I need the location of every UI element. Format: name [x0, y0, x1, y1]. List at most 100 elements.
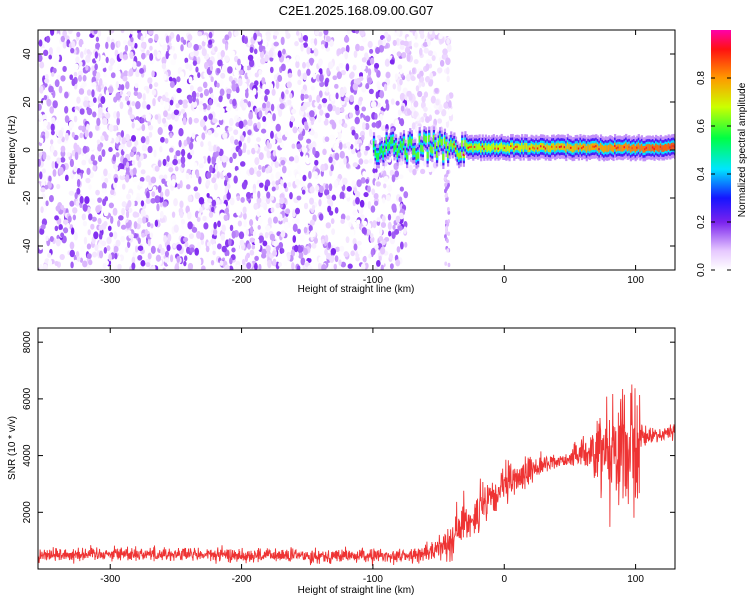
spectrogram-cell — [83, 100, 89, 108]
spectrogram-cell — [191, 226, 198, 233]
spectrogram-cell — [258, 263, 262, 270]
spectrogram-cell — [119, 101, 124, 110]
spectrogram-cell — [135, 101, 141, 110]
spectrogram-cell — [86, 107, 93, 116]
spectrogram-cell — [90, 154, 96, 162]
spectrogram-peak-cell — [536, 147, 540, 150]
spectrogram-cell — [185, 172, 190, 180]
spectrogram-band-cell — [450, 140, 453, 147]
spectrogram-cell — [264, 231, 269, 239]
spectrogram-cell — [353, 89, 357, 95]
spectrogram-cell — [339, 245, 345, 252]
spectrogram-cell — [215, 126, 222, 134]
spectrogram-cell — [354, 104, 360, 111]
spectrogram-cell — [180, 156, 186, 165]
spectrogram-peak-cell — [631, 147, 634, 150]
spectrogram-cell — [312, 72, 317, 80]
spectrogram-cell — [98, 232, 103, 240]
spectrogram-cell — [211, 156, 216, 165]
spectrogram-peak-cell — [533, 147, 536, 150]
spectrogram-cell — [93, 30, 98, 35]
spectrogram-cell — [110, 189, 115, 196]
spectrogram-cell — [49, 235, 54, 243]
spectrogram-cell — [197, 258, 202, 266]
spectrogram-cell — [377, 120, 382, 128]
spectrogram-cell — [105, 56, 109, 64]
spectrogram-cell — [294, 178, 300, 186]
spectrogram-cell — [84, 153, 90, 162]
spectrogram-cell — [374, 112, 378, 120]
spectrogram-cell — [266, 139, 270, 149]
spectrogram-cell — [166, 244, 171, 252]
spectrogram-band-cell — [639, 145, 642, 152]
spectrogram-cell — [333, 263, 338, 270]
spectrogram-cell — [89, 100, 95, 107]
spectrogram-cell — [388, 230, 392, 237]
spectrogram-cell — [98, 106, 103, 116]
spectrogram-cell — [60, 145, 66, 153]
spectrogram-band-cell — [448, 143, 451, 151]
spectrogram-cell — [198, 196, 205, 205]
spectrogram-cell — [183, 223, 188, 231]
spectrogram-cell — [254, 80, 259, 86]
spectrogram-cell — [319, 73, 324, 83]
spectrogram-cell — [95, 189, 100, 196]
spectrogram-cell — [360, 263, 366, 270]
spectrogram-cell — [221, 64, 227, 73]
spectrogram-cell — [439, 79, 444, 87]
spectrogram-cell — [164, 91, 169, 98]
spectrogram-cell — [106, 245, 111, 252]
spectrogram-cell — [177, 183, 181, 190]
spectrogram-cell — [172, 243, 176, 249]
spectrogram-cell — [229, 197, 235, 206]
spectrogram-band-cell — [527, 145, 530, 153]
spectrogram-cell — [139, 86, 144, 93]
spectrogram-cell — [278, 262, 282, 268]
spectrogram-cell — [334, 207, 339, 214]
spectrogram-cell — [163, 110, 168, 118]
spectrogram-cell — [132, 167, 137, 176]
spectrogram-cell — [423, 47, 429, 54]
spectrogram-band-cell — [412, 148, 415, 156]
spectrogram-cell — [339, 191, 345, 200]
snr-x-tick-label: 0 — [501, 574, 507, 585]
spectrogram-cell — [96, 117, 101, 127]
spectrogram-cell — [403, 191, 409, 199]
spectrogram-cell — [444, 261, 448, 266]
spectrogram-x-tick-label: -100 — [363, 275, 383, 286]
spectrogram-cell — [198, 176, 202, 185]
spectrogram-cell — [64, 91, 69, 99]
spectrogram-cell — [60, 232, 65, 238]
spectrogram-cell — [249, 225, 254, 235]
spectrogram-cell — [414, 48, 418, 55]
spectrogram-cell — [355, 197, 360, 205]
spectrogram-cell — [237, 78, 243, 87]
spectrogram-peak-cell — [555, 145, 558, 148]
spectrogram-cell — [310, 85, 316, 91]
spectrogram-cell — [430, 95, 436, 104]
spectrogram-band-cell — [407, 139, 410, 147]
spectrogram-cell — [121, 183, 126, 190]
spectrogram-cell — [109, 166, 114, 173]
spectrogram-cell — [308, 122, 312, 129]
spectrogram-cell — [330, 164, 334, 172]
spectrogram-cell — [146, 49, 150, 56]
spectrogram-cell — [307, 252, 313, 259]
spectrogram-cell — [121, 201, 127, 208]
spectrogram-cell — [101, 149, 106, 157]
spectrogram-cell — [88, 213, 93, 221]
spectrogram-cell — [384, 58, 390, 67]
spectrogram-peak-cell — [653, 147, 656, 150]
spectrogram-cell — [114, 177, 118, 183]
spectrogram-cell — [327, 103, 333, 112]
spectrogram-cell — [352, 209, 357, 216]
spectrogram-cell — [175, 103, 180, 109]
spectrogram-cell — [365, 178, 370, 184]
spectrogram-cell — [139, 176, 145, 182]
spectrogram-cell — [126, 100, 131, 106]
spectrogram-cell — [332, 75, 338, 81]
spectrogram-cell — [266, 33, 271, 42]
spectrogram-cell — [202, 81, 208, 89]
spectrogram-y-tick-label: -40 — [22, 238, 33, 253]
